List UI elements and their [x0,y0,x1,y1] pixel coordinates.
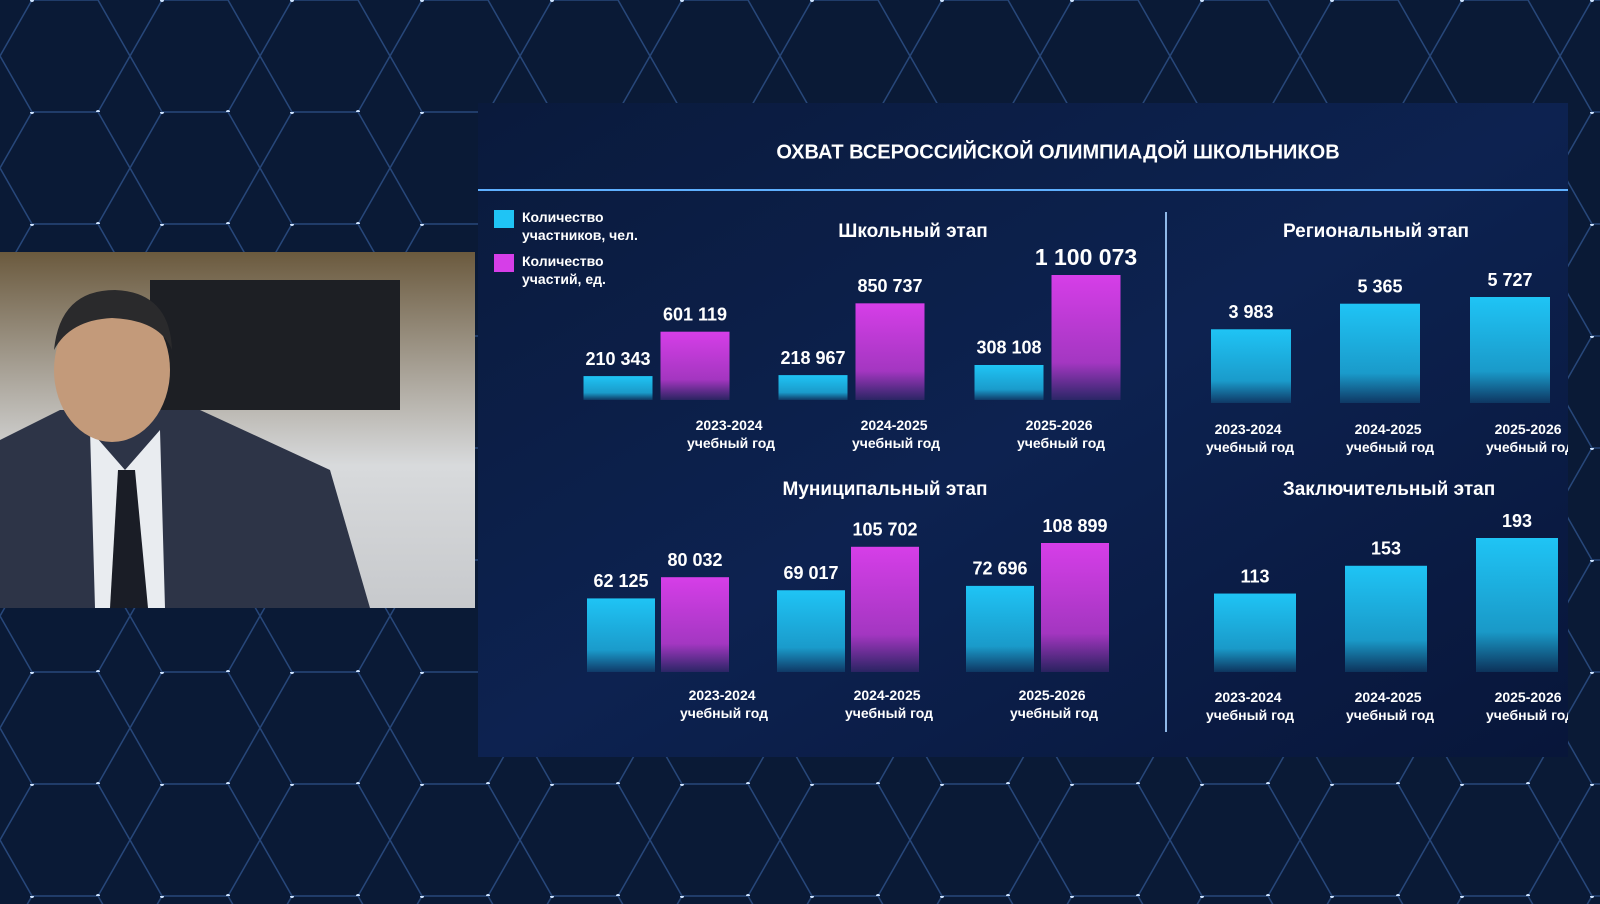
value-label: 105 702 [852,520,917,540]
value-label: 5 365 [1357,276,1402,296]
category-label: 2025-2026 учебный год [1486,689,1574,723]
bar [660,331,730,400]
bar [966,585,1034,672]
chart-title: Школьный этап [838,221,988,242]
video-feed [0,252,475,608]
value-label: 69 017 [783,563,838,583]
chart-title: Региональный этап [1283,221,1469,242]
category-label: 2024-2025 учебный год [845,687,933,721]
value-label: 601 119 [663,304,727,324]
chart-title: Заключительный этап [1283,479,1495,500]
value-label: 3 983 [1228,302,1273,322]
category-label: 2023-2024 учебный год [687,417,775,451]
legend-label: Количество участий, ед. [522,253,607,287]
bar [1214,593,1296,672]
bar [1340,303,1420,403]
category-label: 2024-2025 учебный год [1346,689,1434,723]
bar [587,598,655,672]
category-label: 2024-2025 учебный год [852,417,940,451]
bar [1470,297,1550,403]
category-label: 2025-2026 учебный год [1017,417,1105,451]
bar [661,577,729,672]
value-label: 80 032 [667,550,722,570]
slide-title: ОХВАТ ВСЕРОССИЙСКОЙ ОЛИМПИАДОЙ ШКОЛЬНИКО… [776,139,1339,163]
value-label: 72 696 [972,559,1027,579]
value-label: 153 [1371,539,1401,559]
category-label: 2023-2024 учебный год [1206,689,1294,723]
value-label: 62 125 [593,571,648,591]
category-label: 2023-2024 учебный год [1206,421,1294,455]
bar [1211,329,1291,403]
legend-swatch [494,210,514,228]
value-label: 308 108 [976,338,1041,358]
category-label: 2025-2026 учебный год [1010,687,1098,721]
bar [1041,543,1109,672]
bar [778,375,848,400]
legend-label: Количество участников, чел. [522,209,638,243]
value-label: 210 343 [585,349,650,369]
value-label: 218 967 [780,348,845,368]
value-label: 108 899 [1042,516,1107,536]
value-label: 850 737 [857,276,922,296]
bar [1476,538,1558,672]
value-label: 113 [1240,566,1269,586]
bar [974,364,1044,400]
value-label: 5 727 [1487,270,1532,290]
bar [583,376,653,400]
category-label: 2025-2026 учебный год [1486,421,1574,455]
bar [777,590,845,672]
charts: Школьный этап Количество участников, чел.… [494,209,1574,723]
chart-title: Муниципальный этап [783,479,988,500]
bar [851,546,919,672]
legend-swatch [494,254,514,272]
value-label: 1 100 073 [1035,244,1137,270]
bar [1345,565,1427,672]
value-label: 193 [1502,511,1532,531]
bar [855,303,925,400]
bar [1051,275,1121,400]
category-label: 2023-2024 учебный год [680,687,768,721]
category-label: 2024-2025 учебный год [1346,421,1434,455]
